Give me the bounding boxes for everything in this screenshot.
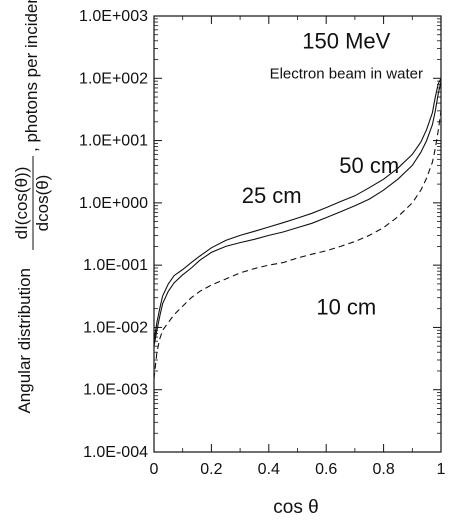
x-tick-label: 0 (150, 461, 159, 478)
y-tick-label: 1.0E+001 (79, 133, 148, 150)
y-tick-label: 1.0E-004 (83, 444, 148, 461)
annotation-label: 10 cm (316, 295, 376, 320)
series-group (153, 78, 442, 379)
y-tick-label: 1.0E+000 (79, 195, 148, 212)
y-axis-label-prefix: Angular distribution (15, 268, 34, 414)
y-tick-label: 1.0E-001 (83, 257, 148, 274)
x-tick-label: 0.6 (315, 461, 337, 478)
y-axis-label: Angular distribution dI(cos(θ)) dcos(θ) … (12, 0, 52, 414)
x-tick-label: 0.4 (258, 461, 280, 478)
series-line-50-cm (153, 78, 442, 342)
annotation-label: 150 MeV (302, 29, 390, 54)
y-tick-label: 1.0E+002 (79, 70, 148, 87)
y-axis-label-numerator: dI(cos(θ)) (12, 167, 31, 240)
annotation-label: Electron beam in water (270, 65, 423, 82)
x-tick-label: 0.8 (372, 461, 394, 478)
y-axis-label-denominator: dcos(θ) (33, 175, 52, 232)
annotation-label: 25 cm (242, 183, 302, 208)
tick-group: 1.0E+003 1.0E+002 1.0E+001 1.0E+000 1.0E-001… (79, 8, 446, 478)
annotation-label: 50 cm (339, 153, 399, 178)
y-axis-label-suffix: , photons per incident electron (22, 0, 41, 152)
annotation-group: 150 MeV Electron beam in water 50 cm 25 cm 1… (242, 29, 423, 320)
x-tick-label: 0.2 (200, 461, 222, 478)
series-line-10-cm (153, 110, 442, 379)
x-axis-label: cos θ (273, 497, 318, 518)
y-tick-label: 1.0E+003 (79, 8, 148, 25)
series-line-25-cm (153, 80, 442, 347)
x-tick-label: 1 (437, 461, 446, 478)
y-tick-label: 1.0E-003 (83, 382, 148, 399)
y-tick-label: 1.0E-002 (83, 319, 148, 336)
